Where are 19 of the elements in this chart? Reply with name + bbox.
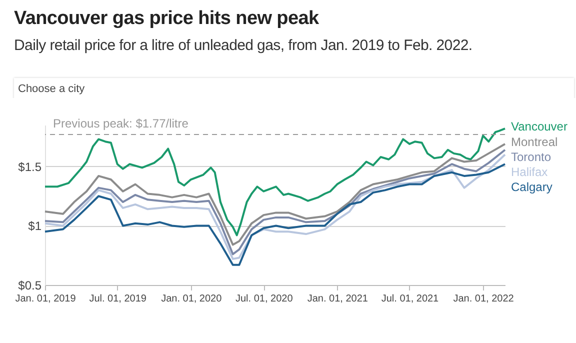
x-tick-label: Jan. 01, 2021: [307, 294, 368, 304]
chart-title: Vancouver gas price hits new peak: [14, 8, 319, 30]
dropdown-field: Choose a city: [14, 78, 574, 100]
series-label: Vancouver: [511, 120, 568, 134]
x-tick-label: Jan. 01, 2022: [453, 294, 514, 304]
x-tick-label: Jul. 01, 2019: [89, 294, 147, 304]
x-tick-label: Jul. 01, 2020: [235, 294, 294, 304]
chart-subtitle: Daily retail price for a litre of unleaded gas, from Jan. 2019 to Feb. 2022.: [14, 37, 472, 54]
y-tick-label: $1: [28, 219, 42, 234]
series-label: Halifax: [511, 164, 548, 179]
x-tick-label: Jan. 01, 2019: [15, 294, 76, 304]
series-label: Montreal: [511, 134, 558, 149]
y-tick-label: $1.5: [18, 160, 42, 174]
x-tick-label: Jan. 01, 2020: [161, 294, 222, 304]
series-label: Calgary: [511, 180, 552, 194]
ref-line-label: Previous peak: $1.77/litre: [53, 116, 189, 130]
series-label: Toronto: [511, 150, 552, 164]
y-tick-label: $0.5: [18, 278, 42, 292]
x-tick-label: Jul. 01, 2021: [381, 294, 440, 304]
